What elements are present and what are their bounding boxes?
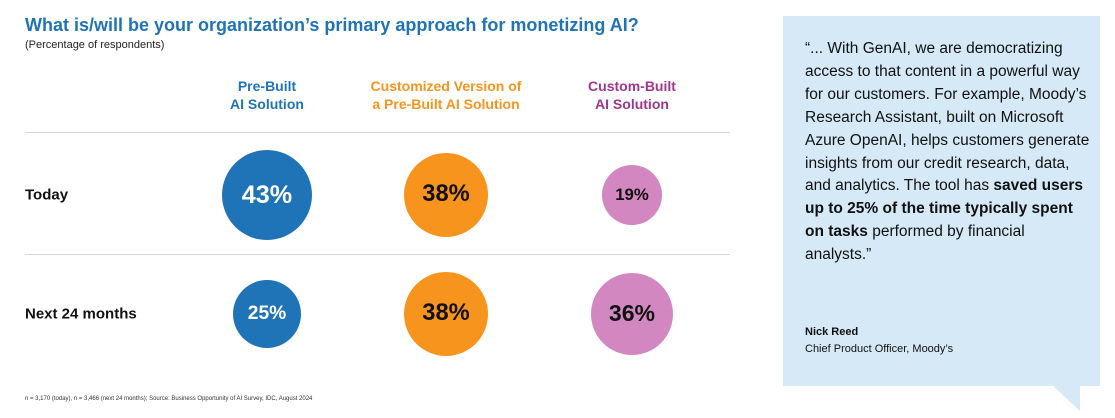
bubble-point: 38%	[403, 271, 489, 357]
row-label: Today	[25, 186, 69, 204]
top-divider	[25, 132, 730, 133]
column-header-2: Customized Version of a Pre-Built AI Solu…	[346, 77, 546, 113]
column-header-line: Custom-Built	[588, 78, 676, 94]
footnote: n = 3,170 (today), n = 3,466 (next 24 mo…	[25, 396, 313, 402]
bubble-value-label: 25%	[247, 302, 287, 324]
quote-box	[783, 16, 1100, 386]
column-header-line: Pre-Built	[237, 78, 297, 94]
quote-text-highlight: saved users up to 25% of the time typica…	[805, 177, 1084, 241]
quote-text: “... With GenAI, we are democratizing ac…	[805, 38, 1090, 267]
row-label: Next 24 months	[25, 305, 137, 323]
bubble-point: 43%	[222, 150, 312, 240]
bubble-value-label: 43%	[241, 180, 293, 209]
bubble-value-label: 36%	[608, 300, 656, 327]
bubble-point: 36%	[590, 272, 674, 356]
quote-box-tail	[1052, 385, 1080, 411]
column-header-line: AI Solution	[230, 96, 304, 112]
chart-title: What is/will be your organization’s prim…	[25, 15, 639, 35]
quote-author-role: Chief Product Officer, Moody’s	[805, 343, 954, 355]
column-header-1: Pre-Built AI Solution	[167, 77, 367, 113]
chart-subtitle: (Percentage of respondents)	[25, 39, 165, 51]
middle-divider	[25, 254, 730, 255]
column-header-line: Customized Version of	[370, 78, 522, 94]
bubble-point: 19%	[602, 165, 662, 225]
column-header-3: Custom-Built AI Solution	[532, 77, 732, 113]
quote-text-end: performed by financial analysts.”	[805, 223, 1025, 264]
bubble-value-label: 38%	[422, 181, 470, 208]
bubble-point: 25%	[232, 279, 302, 349]
quote-text-start: “... With GenAI, we are democratizing ac…	[805, 40, 1090, 195]
quote-author-name: Nick Reed	[805, 326, 859, 338]
column-header-line: AI Solution	[595, 96, 669, 112]
bubble-value-label: 38%	[422, 300, 470, 327]
column-header-line: a Pre-Built AI Solution	[372, 96, 520, 112]
bubble-point: 38%	[403, 152, 489, 238]
bubble-value-label: 19%	[615, 184, 649, 204]
